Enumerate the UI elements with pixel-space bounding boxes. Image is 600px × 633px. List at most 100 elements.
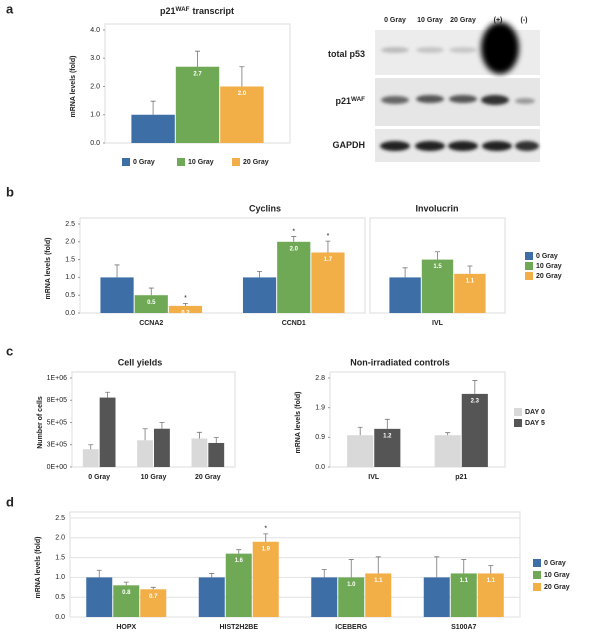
error-bar — [182, 302, 188, 306]
x-tick-label: IVL — [432, 320, 444, 327]
x-tick-label: 10 Gray — [141, 474, 167, 481]
error-bar — [150, 100, 156, 115]
blot-row-label: p21WAF — [335, 96, 365, 107]
y-tick-label: 1.0 — [55, 574, 65, 581]
error-bar — [375, 556, 381, 574]
bar — [423, 577, 450, 617]
bar — [461, 393, 488, 467]
y-tick-label: 2.5 — [55, 515, 65, 522]
y-tick-label: 0.0 — [55, 614, 65, 621]
legend-swatch — [525, 272, 533, 280]
y-tick-label: 1.0 — [65, 274, 75, 281]
legend-swatch — [514, 408, 522, 416]
blot-row-label: total p53 — [328, 49, 365, 59]
error-bar — [195, 50, 200, 67]
bar — [220, 86, 264, 143]
x-tick-label: CCND1 — [282, 320, 306, 327]
bar — [477, 573, 504, 617]
value-label: 1.1 — [487, 578, 496, 584]
bar — [175, 66, 220, 143]
error-bar — [196, 431, 202, 439]
legend-label: 10 Gray — [544, 572, 570, 579]
significance-star: * — [292, 228, 295, 235]
x-tick-label: HOPX — [116, 624, 136, 631]
bar — [82, 449, 99, 467]
lane-label: 10 Gray — [417, 17, 443, 24]
bar — [113, 585, 140, 617]
bar — [242, 277, 277, 313]
value-label: 2.0 — [290, 246, 299, 252]
panel-label: c — [6, 343, 13, 358]
legend-swatch — [232, 158, 240, 166]
x-tick-label: HIST2H2BE — [219, 624, 258, 631]
y-tick-label: 4.0 — [90, 27, 100, 34]
legend-swatch — [122, 158, 130, 166]
bar — [347, 435, 374, 467]
legend-swatch — [514, 419, 522, 427]
legend-swatch — [533, 559, 541, 567]
error-bar — [236, 549, 242, 554]
blot-row-label-base: p21 — [335, 96, 351, 106]
error-bar — [434, 556, 440, 578]
y-tick-label: 0.0 — [315, 464, 325, 471]
y-axis-label: mRNA levels (fold) — [70, 56, 77, 118]
x-tick-label: 20 Gray — [195, 474, 221, 481]
value-label: 1.7 — [324, 257, 333, 263]
legend-swatch — [533, 583, 541, 591]
chart-title: Cyclins — [249, 203, 281, 213]
bar — [208, 442, 225, 467]
blot-image — [375, 22, 540, 162]
y-tick-label: 3E+05 — [47, 442, 68, 449]
legend-label: 20 Gray — [544, 584, 570, 591]
y-tick-label: 5E+05 — [47, 419, 68, 426]
error-bar — [114, 264, 120, 278]
bar — [454, 273, 486, 313]
chart-title: Cell yields — [118, 357, 163, 367]
legend-label: DAY 0 — [525, 409, 545, 416]
error-bar — [348, 559, 354, 578]
y-tick-label: 2.0 — [55, 535, 65, 542]
error-bar — [321, 569, 327, 578]
value-label: 2.3 — [471, 398, 480, 404]
bar — [450, 573, 477, 617]
bar — [140, 589, 167, 617]
error-bar — [402, 267, 408, 278]
value-label: 0.5 — [147, 300, 156, 306]
significance-star: * — [184, 295, 187, 302]
legend-label: 0 Gray — [536, 253, 558, 260]
legend-label: 20 Gray — [536, 273, 562, 280]
legend-label: 0 Gray — [544, 560, 566, 567]
bar — [131, 114, 175, 143]
error-bar — [123, 581, 129, 586]
bar — [100, 277, 134, 313]
legend-label: DAY 5 — [525, 420, 545, 427]
legend-swatch — [525, 262, 533, 270]
chart-title: Involucrin — [415, 203, 458, 213]
legend-label: 0 Gray — [133, 159, 155, 166]
value-label: 1.1 — [374, 578, 383, 584]
bar — [86, 577, 113, 617]
y-tick-label: 1.5 — [55, 554, 65, 561]
error-bar — [445, 432, 451, 436]
error-bar — [435, 251, 440, 260]
bar — [252, 541, 279, 617]
lane-label: 0 Gray — [384, 17, 406, 24]
value-label: 2.0 — [238, 91, 247, 97]
error-bar — [96, 569, 102, 578]
blot-row-label: GAPDH — [332, 140, 365, 150]
y-tick-label: 2.0 — [90, 83, 100, 90]
legend-swatch — [525, 252, 533, 260]
legend-label: 20 Gray — [243, 159, 269, 166]
plot-frame — [329, 371, 506, 468]
plot-frame — [71, 371, 236, 468]
plot-frame — [79, 217, 366, 314]
x-tick-label: 0 Gray — [88, 474, 110, 481]
error-bar — [239, 66, 245, 87]
y-tick-label: 0.0 — [65, 310, 75, 317]
y-axis-label: mRNA levels (fold) — [45, 238, 52, 300]
y-tick-label: 0.0 — [90, 140, 100, 147]
value-label: 1.2 — [383, 433, 392, 439]
value-label: 0.8 — [122, 590, 131, 596]
y-tick-label: 1.5 — [65, 256, 75, 263]
bar — [311, 252, 345, 313]
